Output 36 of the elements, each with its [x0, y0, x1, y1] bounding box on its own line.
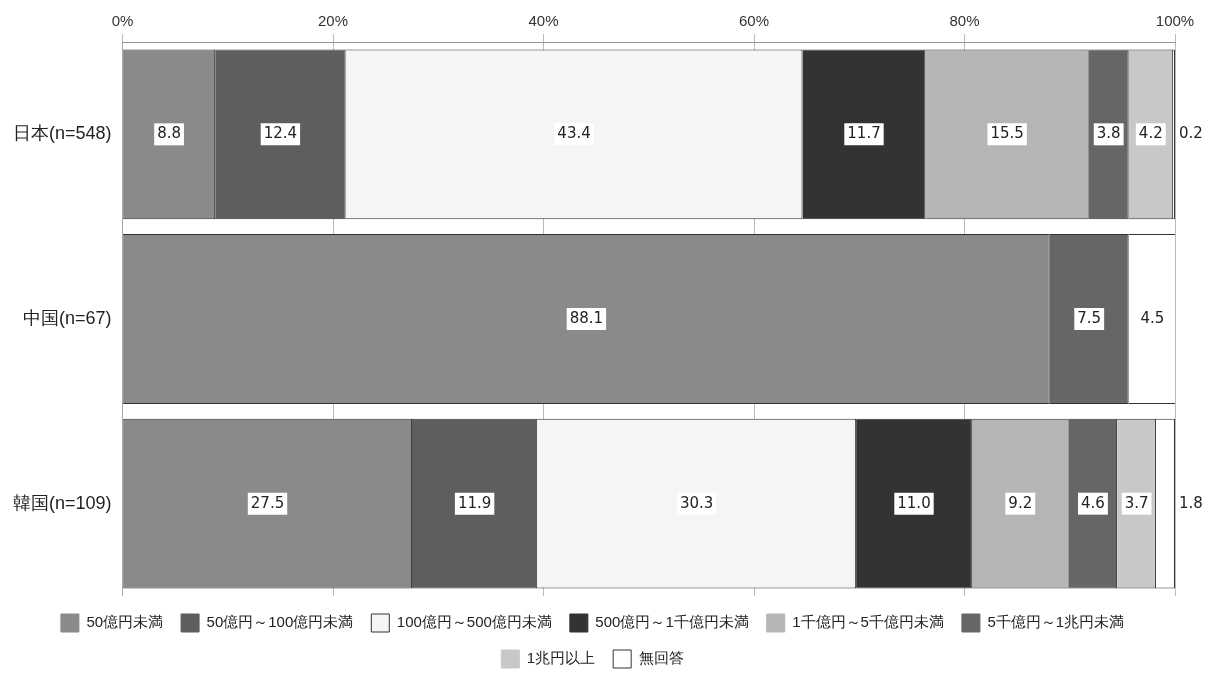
legend-label: 1兆円以上	[526, 649, 596, 667]
data-label: 1.8	[1179, 493, 1203, 512]
data-label: 11.0	[897, 493, 931, 512]
data-label: 15.5	[990, 124, 1024, 143]
data-label: 30.3	[679, 493, 714, 512]
legend-label: 50億円～100億円未満	[206, 613, 354, 631]
legend-label: 50億円未満	[86, 613, 164, 631]
data-label: 7.5	[1077, 308, 1102, 327]
x-tick-label: 100%	[1155, 12, 1195, 30]
data-label: 3.8	[1096, 124, 1121, 143]
data-label: 4.5	[1140, 308, 1165, 327]
legend-label: 500億円～1千億円未満	[595, 613, 749, 631]
data-label: 8.8	[157, 124, 182, 143]
x-tick-label: 60%	[739, 12, 770, 30]
y-tick-label: 韓国(n=109)	[13, 492, 112, 513]
legend-label: 5千億円～1兆円未満	[987, 613, 1125, 631]
data-label: 12.4	[263, 124, 298, 143]
data-label: 9.2	[1008, 493, 1033, 512]
data-label: 0.2	[1179, 124, 1203, 143]
data-label: 43.4	[557, 124, 591, 143]
x-tick-label: 0%	[111, 12, 134, 30]
data-label: 4.6	[1080, 493, 1105, 512]
y-tick-label: 中国(n=67)	[23, 307, 112, 328]
legend-label: 100億円～500億円未満	[396, 613, 552, 631]
data-label: 88.1	[569, 308, 604, 327]
data-label: 27.5	[250, 493, 285, 512]
data-label: 11.9	[457, 493, 492, 512]
legend-label: 無回答	[638, 649, 684, 667]
data-label: 4.2	[1138, 124, 1163, 143]
data-label: 3.7	[1124, 493, 1149, 512]
x-tick-label: 80%	[949, 12, 980, 30]
x-tick-label: 40%	[528, 12, 559, 30]
x-tick-label: 20%	[318, 12, 349, 30]
y-tick-label: 日本(n=548)	[13, 123, 112, 144]
legend-label: 1千億円～5千億円未満	[792, 613, 944, 631]
data-label: 11.7	[847, 124, 881, 143]
